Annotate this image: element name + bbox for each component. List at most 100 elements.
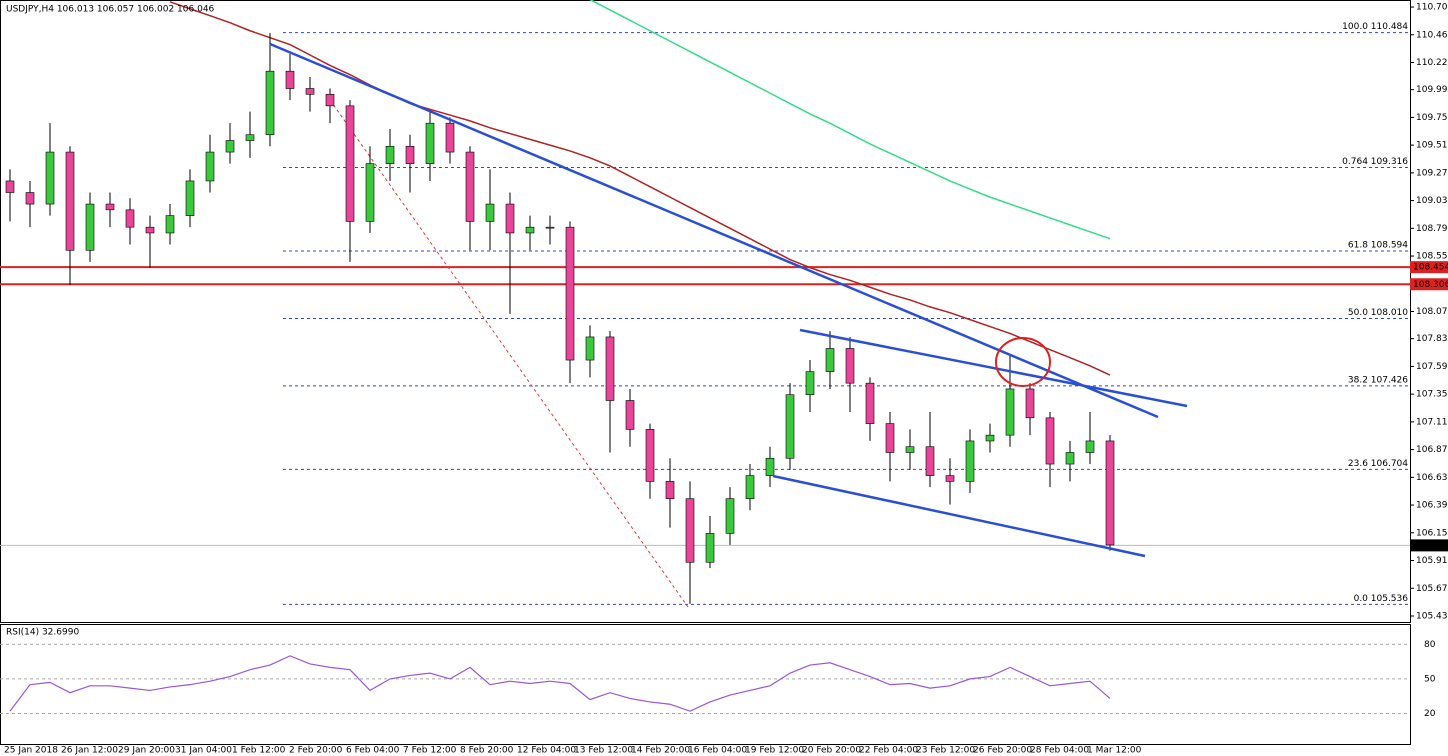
candle-body <box>525 226 535 234</box>
candle-body <box>165 215 175 234</box>
x-tick-label: 23 Feb 12:00 <box>916 746 975 756</box>
fib-label: 0.764 109.316 <box>1342 157 1408 167</box>
y-tick-label: 109.750 <box>1416 113 1448 123</box>
candle-body <box>225 140 235 153</box>
fib-label: 38.2 107.426 <box>1348 375 1408 385</box>
y-tick-label: 108.550 <box>1416 252 1448 262</box>
candle-body <box>925 446 935 476</box>
x-tick-label: 7 Feb 12:00 <box>403 746 457 756</box>
rsi-line <box>9 655 1111 712</box>
x-tick-label: 26 Jan 12:00 <box>61 746 118 756</box>
y-tick-label: 110.225 <box>1416 58 1448 68</box>
candle-body <box>965 440 975 482</box>
level-tag <box>1410 261 1448 274</box>
candle-body <box>645 429 655 482</box>
x-tick-label: 12 Feb 04:00 <box>517 746 576 756</box>
fib-label: 50.0 108.010 <box>1348 308 1408 318</box>
candle-body <box>205 151 215 182</box>
y-tick-label: 50 <box>1424 674 1436 684</box>
fib-diagonal <box>329 99 689 608</box>
candle-body <box>1045 417 1055 465</box>
y-tick-label: 106.635 <box>1416 473 1448 483</box>
candle-body <box>505 203 515 234</box>
fib-label: 23.6 106.704 <box>1348 459 1408 469</box>
rsi-panel <box>0 624 1411 745</box>
candle-body <box>1025 388 1035 419</box>
x-tick-label: 13 Feb 12:00 <box>574 746 633 756</box>
candle-body <box>465 151 475 222</box>
y-tick-label: 108.790 <box>1416 224 1448 234</box>
candle-body <box>1065 452 1075 465</box>
y-tick-label: 109.510 <box>1416 141 1448 151</box>
highlight-circle <box>995 337 1051 387</box>
candle-body <box>905 446 915 453</box>
last-price-tag <box>1410 539 1448 552</box>
y-tick-label: 105.675 <box>1416 584 1448 594</box>
x-tick-label: 1 Feb 12:00 <box>232 746 286 756</box>
candle-body <box>745 475 755 500</box>
trend-line <box>772 474 1146 558</box>
candle-body <box>385 145 395 164</box>
x-tick-label: 1 Mar 12:00 <box>1087 746 1142 756</box>
candle-body <box>825 348 835 372</box>
candle-body <box>685 498 695 563</box>
candle-body <box>725 498 735 534</box>
fib-label: 0.0 105.536 <box>1354 594 1409 604</box>
candle-body <box>85 203 95 251</box>
candle-body <box>805 371 815 396</box>
candle-body <box>45 151 55 205</box>
rsi-title: RSI(14) 32.6990 <box>6 628 79 638</box>
y-tick-label: 107.595 <box>1416 362 1448 372</box>
y-tick-label: 105.915 <box>1416 556 1448 566</box>
candle-body <box>425 122 435 164</box>
candle-body <box>665 481 675 500</box>
candle-body <box>325 93 335 107</box>
x-tick-label: 8 Feb 20:00 <box>460 746 514 756</box>
x-tick-label: 22 Feb 04:00 <box>859 746 918 756</box>
y-tick-label: 107.115 <box>1416 417 1448 427</box>
candle-body <box>765 457 775 476</box>
y-tick-label: 109.990 <box>1416 85 1448 95</box>
y-tick-label: 106.155 <box>1416 528 1448 538</box>
candle-body <box>145 226 155 234</box>
x-tick-label: 14 Feb 20:00 <box>631 746 690 756</box>
x-tick-label: 16 Feb 04:00 <box>688 746 747 756</box>
fib-label: 100.0 110.484 <box>1342 22 1408 32</box>
y-tick-label: 20 <box>1424 709 1436 719</box>
candle-body <box>185 180 195 216</box>
candle-body <box>65 151 75 251</box>
candle-body <box>985 434 995 442</box>
x-tick-label: 6 Feb 04:00 <box>346 746 400 756</box>
y-tick-label: 105.435 <box>1416 611 1448 621</box>
x-tick-label: 19 Feb 12:00 <box>745 746 804 756</box>
candle-body <box>285 70 295 89</box>
x-tick-label: 25 Jan 2018 <box>4 746 58 756</box>
y-tick-label: 109.270 <box>1416 168 1448 178</box>
candle-body <box>565 226 575 361</box>
y-tick-label: 106.875 <box>1416 445 1448 455</box>
x-tick-label: 28 Feb 04:00 <box>1030 746 1089 756</box>
candle-body <box>305 88 315 95</box>
candle-body <box>785 394 795 459</box>
candle-body <box>1005 388 1015 436</box>
candle-body <box>5 180 15 193</box>
candle-body <box>365 163 375 222</box>
candle-body <box>345 105 355 222</box>
y-tick-label: 107.835 <box>1416 334 1448 344</box>
y-tick-label: 106.395 <box>1416 501 1448 511</box>
last-price-label: 106.046 <box>1413 541 1448 551</box>
y-tick-label: 107.355 <box>1416 390 1448 400</box>
x-tick-label: 2 Feb 20:00 <box>289 746 343 756</box>
trend-line <box>799 328 1188 408</box>
candle-body <box>625 400 635 430</box>
candle-body <box>705 533 715 563</box>
x-tick-label: 31 Jan 04:00 <box>175 746 232 756</box>
level-label: 108.306 <box>1413 280 1448 290</box>
candle-body <box>885 423 895 453</box>
candle-body <box>1105 440 1115 546</box>
moving-average <box>169 1 1111 376</box>
candle-body <box>545 226 555 229</box>
trend-line <box>269 42 1159 419</box>
